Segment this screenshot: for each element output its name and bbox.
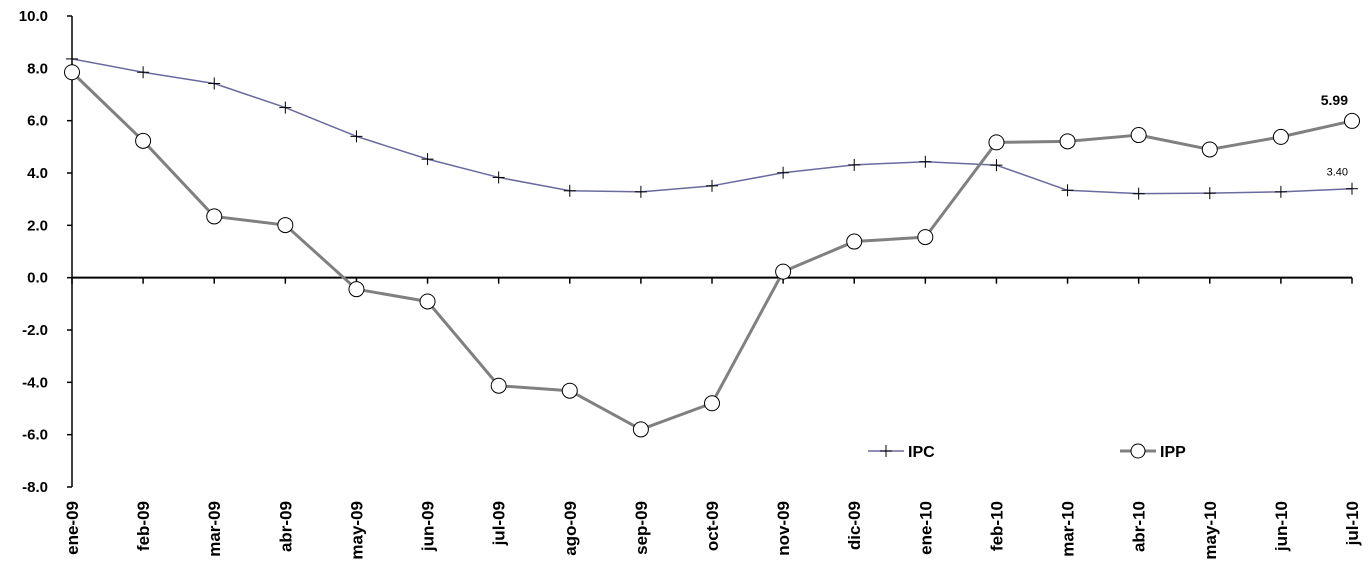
data-label-ipp: 5.99: [1321, 92, 1348, 108]
legend-marker-cross: [880, 445, 892, 457]
point-ipc: [1346, 183, 1358, 195]
x-tick-label: jun-09: [419, 501, 438, 552]
point-ipp: [491, 378, 506, 393]
x-axis-ticks: ene-09 feb-09 mar-09 abr-09 may-09 jun-09 jul-…: [63, 278, 1362, 560]
point-ipp: [918, 230, 933, 245]
y-tick-label: 6.0: [27, 113, 48, 130]
y-tick-label: -6.0: [22, 427, 48, 444]
point-ipp: [705, 396, 720, 411]
x-tick-label: abr-10: [1130, 501, 1149, 552]
x-tick-label: dic-09: [845, 501, 864, 550]
y-tick-label: 8.0: [27, 60, 48, 77]
point-ipp: [420, 294, 435, 309]
x-tick-label: feb-09: [134, 501, 153, 551]
point-ipc: [493, 171, 505, 183]
point-ipc: [422, 153, 434, 165]
point-ipp: [1273, 129, 1288, 144]
x-tick-label: sep-09: [632, 501, 651, 555]
legend-item-ipc: IPC: [868, 444, 935, 461]
point-ipc: [635, 186, 647, 198]
axes: [72, 16, 1352, 487]
point-ipp: [847, 234, 862, 249]
point-ipp: [349, 282, 364, 297]
x-tick-label: nov-09: [774, 501, 793, 556]
point-ipp: [562, 383, 577, 398]
legend: IPC IPP: [868, 444, 1186, 461]
x-tick-label: mar-10: [1059, 501, 1078, 557]
point-ipc: [706, 180, 718, 192]
point-ipc: [848, 159, 860, 171]
point-ipc: [208, 78, 220, 90]
point-ipp: [207, 209, 222, 224]
y-tick-label: 0.0: [27, 270, 48, 287]
x-tick-label: ene-10: [916, 501, 935, 555]
point-ipc: [1062, 184, 1074, 196]
point-ipp: [633, 422, 648, 437]
point-ipp: [1345, 113, 1360, 128]
legend-item-ipp: IPP: [1120, 444, 1186, 461]
y-tick-label: -2.0: [22, 322, 48, 339]
y-tick-label: -4.0: [22, 374, 48, 391]
series-line-ipc: [72, 59, 1352, 194]
x-tick-label: ene-09: [63, 501, 82, 555]
point-ipc: [1204, 187, 1216, 199]
point-ipp: [1202, 142, 1217, 157]
point-ipc: [1275, 186, 1287, 198]
legend-label: IPP: [1160, 444, 1186, 461]
point-ipp: [136, 133, 151, 148]
point-ipc: [350, 130, 362, 142]
series-lines: [72, 59, 1352, 430]
x-tick-label: may-10: [1201, 501, 1220, 560]
x-tick-label: jun-10: [1272, 501, 1291, 552]
point-ipc: [279, 102, 291, 114]
point-ipc: [777, 167, 789, 179]
legend-label: IPC: [908, 444, 935, 461]
y-tick-label: 4.0: [27, 165, 48, 182]
x-tick-label: ago-09: [561, 501, 580, 556]
x-tick-label: oct-09: [703, 501, 722, 551]
point-ipp: [65, 65, 80, 80]
point-ipc: [137, 66, 149, 78]
point-ipc: [564, 185, 576, 197]
y-tick-label: 10.0: [19, 8, 48, 25]
point-ipc: [1133, 188, 1145, 200]
point-ipp: [776, 264, 791, 279]
y-tick-label: -8.0: [22, 479, 48, 496]
y-axis-ticks: 10.0 8.0 6.0 4.0 2.0 0.0 -2.0 -4.0 -6.0 -8.0: [19, 8, 72, 496]
x-tick-label: abr-09: [276, 501, 295, 552]
series-line-ipp: [72, 72, 1352, 429]
y-tick-label: 2.0: [27, 217, 48, 234]
x-tick-label: feb-10: [987, 501, 1006, 551]
series-markers: [65, 53, 1360, 437]
x-tick-label: jul-09: [490, 501, 509, 546]
point-ipp: [1131, 128, 1146, 143]
point-ipp: [278, 218, 293, 233]
data-label-ipc: 3.40: [1327, 167, 1348, 179]
point-ipp: [1060, 134, 1075, 149]
point-ipp: [989, 135, 1004, 150]
x-tick-label: may-09: [347, 501, 366, 560]
x-tick-label: mar-09: [205, 501, 224, 557]
x-tick-label: jul-10: [1343, 501, 1362, 546]
point-ipc: [919, 156, 931, 168]
point-ipc: [66, 53, 78, 65]
legend-marker-circle: [1131, 444, 1145, 458]
point-ipc: [990, 159, 1002, 171]
annotations: 5.99 3.40: [1321, 92, 1348, 179]
